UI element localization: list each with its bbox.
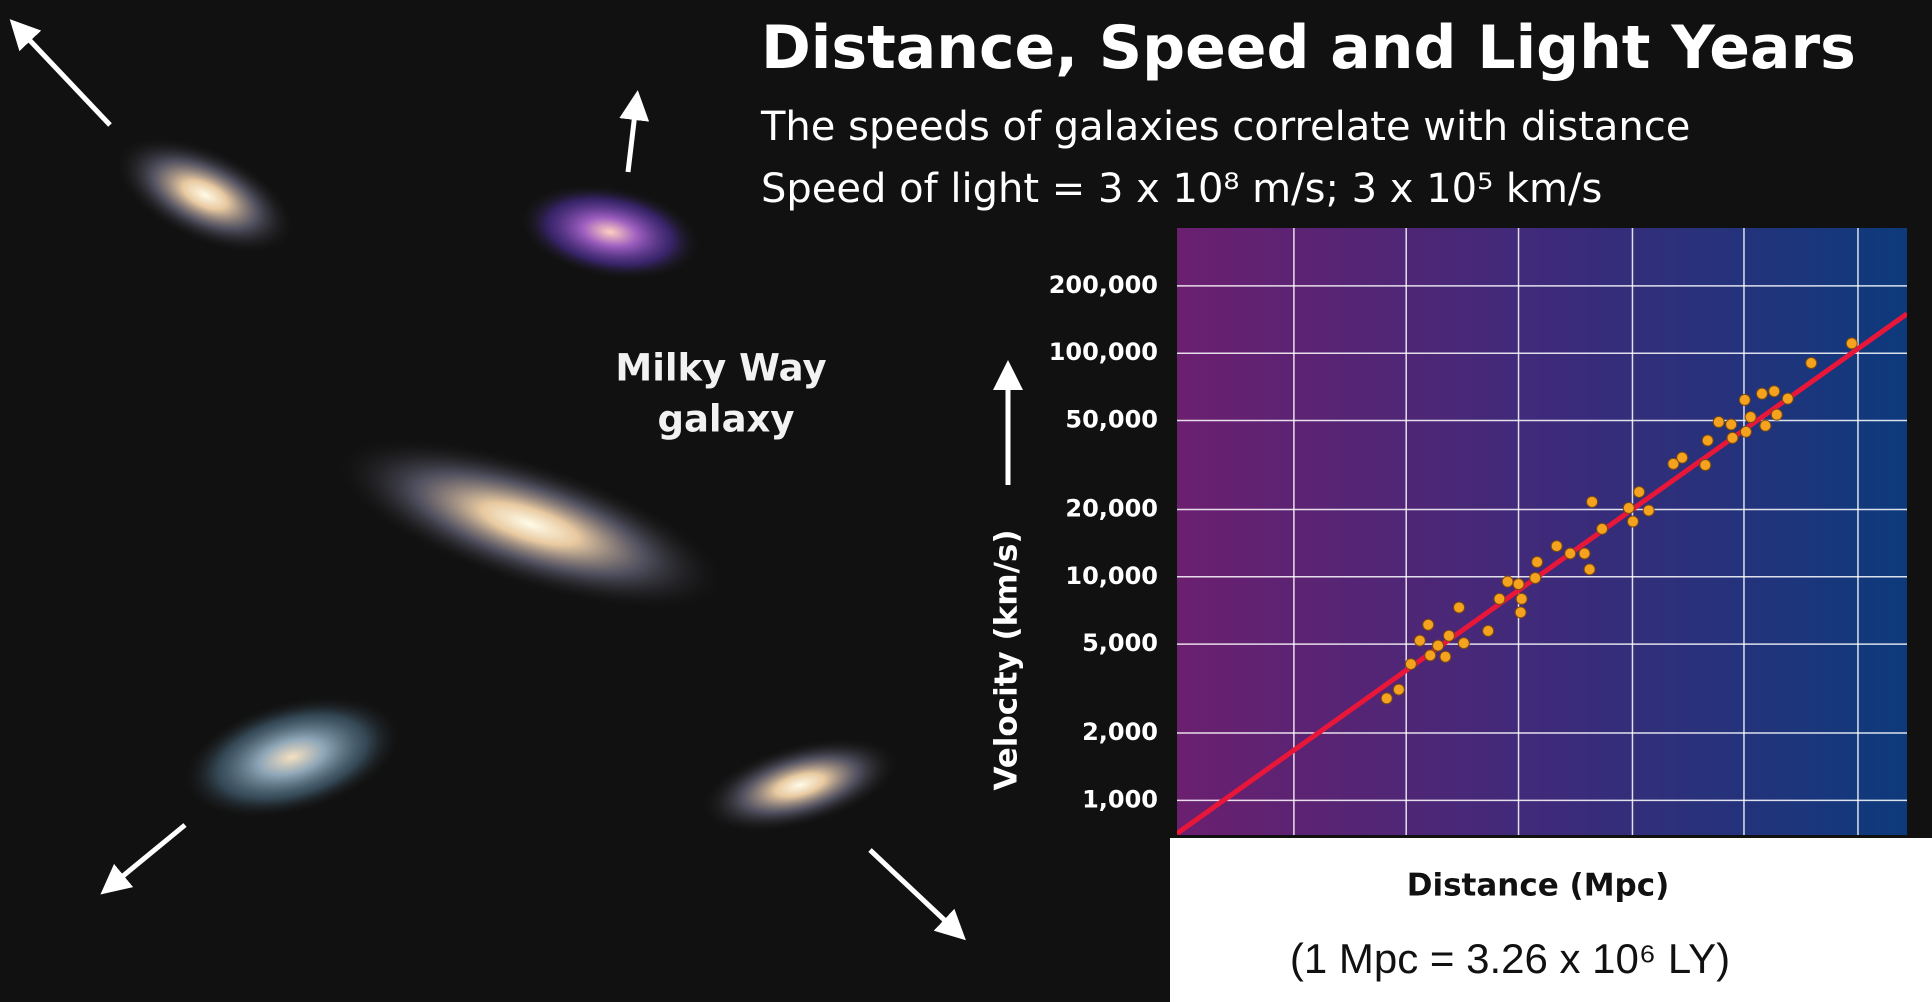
data-point: [1514, 606, 1527, 619]
arrow: [100, 823, 187, 895]
footnote: (1 Mpc = 3.26 x 10⁶ LY): [1290, 935, 1730, 982]
y-tick-label: 100,000: [1049, 338, 1158, 366]
data-point: [1413, 634, 1426, 647]
data-point: [1712, 416, 1725, 429]
arrow: [9, 19, 112, 127]
data-point: [1738, 393, 1751, 406]
data-point: [1633, 486, 1646, 499]
data-point: [1564, 547, 1577, 560]
x-axis-label: Distance (Mpc): [1407, 868, 1670, 904]
illustration-label: Milky Way: [615, 347, 826, 390]
illustration-label: galaxy: [657, 398, 794, 441]
data-point: [1531, 556, 1544, 569]
data-point: [1422, 618, 1435, 631]
y-tick-label: 50,000: [1065, 405, 1158, 433]
data-point: [1457, 637, 1470, 650]
y-tick-label: 200,000: [1049, 271, 1158, 299]
data-point: [1739, 425, 1752, 438]
data-point: [1550, 540, 1563, 553]
y-tick-label: 20,000: [1065, 494, 1158, 522]
arrow: [868, 848, 966, 941]
data-point: [1442, 629, 1455, 642]
data-point: [1667, 457, 1680, 470]
y-tick-label: 5,000: [1082, 629, 1158, 657]
data-point: [1578, 547, 1591, 560]
data-point: [1482, 624, 1495, 637]
data-point: [1770, 408, 1783, 421]
galaxy-illustration: Milky Way galaxy: [9, 19, 966, 941]
data-point: [1515, 592, 1528, 605]
data-point: [1744, 411, 1757, 424]
data-point: [1583, 563, 1596, 576]
y-axis-label: Velocity (km/s): [989, 529, 1025, 790]
data-point: [1512, 578, 1525, 591]
y-tick-label: 2,000: [1082, 718, 1158, 746]
data-point: [1586, 495, 1599, 508]
data-point: [1701, 434, 1714, 447]
y-tick-label: 1,000: [1082, 785, 1158, 813]
y-tick-label: 10,000: [1065, 562, 1158, 590]
arrow: [619, 90, 650, 173]
subtitle: The speeds of galaxies correlate with di…: [760, 104, 1690, 150]
data-point: [1622, 502, 1635, 515]
data-point: [1726, 431, 1739, 444]
data-point: [1424, 649, 1437, 662]
data-point: [1755, 387, 1768, 400]
data-point: [1380, 692, 1393, 705]
milky-way: [338, 439, 722, 609]
data-point: [1493, 592, 1506, 605]
data-point: [1781, 392, 1794, 405]
data-point: [1501, 575, 1514, 588]
data-point: [1596, 522, 1609, 535]
data-point: [1432, 639, 1445, 652]
data-point: [1392, 683, 1405, 696]
data-point: [1768, 385, 1781, 398]
data-point: [1725, 418, 1738, 431]
galaxy: [116, 137, 294, 253]
caption-area: [1170, 838, 1932, 1002]
data-point: [1626, 515, 1639, 528]
data-point: [1845, 337, 1858, 350]
data-point: [1529, 571, 1542, 584]
data-point: [1404, 658, 1417, 671]
data-point: [1453, 601, 1466, 614]
data-point: [1759, 419, 1772, 432]
data-point: [1699, 459, 1712, 472]
data-point: [1439, 650, 1452, 663]
subtitle: Speed of light = 3 x 10⁸ m/s; 3 x 10⁵ km…: [761, 166, 1602, 212]
data-point: [1642, 504, 1655, 517]
slide-title: Distance, Speed and Light Years: [761, 13, 1856, 83]
plot-area: [1177, 228, 1907, 835]
galaxy: [521, 185, 699, 279]
galaxy: [702, 738, 898, 832]
galaxy: [184, 696, 400, 818]
data-point: [1676, 451, 1689, 464]
data-point: [1805, 356, 1818, 369]
